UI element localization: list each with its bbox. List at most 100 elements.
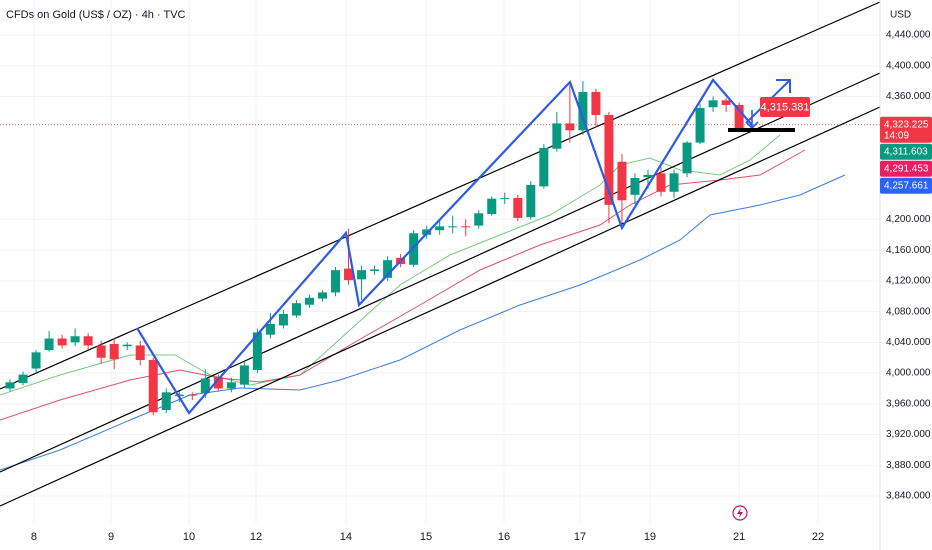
candle-body: [304, 297, 314, 305]
candle-body: [656, 173, 666, 192]
axis-labels: 4,440.000 4,400.000 4,360.000 4,200.000 4,16…: [31, 30, 932, 543]
candle-body: [409, 233, 419, 265]
y-tick-label: 4,400.000: [886, 60, 931, 71]
candle-body: [383, 260, 393, 278]
x-tick-label: 22: [812, 531, 824, 543]
candle-body: [213, 376, 223, 389]
candle-body: [357, 270, 367, 280]
y-tick-label: 4,440.000: [886, 30, 931, 41]
candle-body: [695, 108, 705, 143]
price-badge-label: 4,323.225: [884, 119, 929, 130]
candle-body: [435, 226, 445, 231]
icon-circle: [732, 505, 748, 521]
y-tick-label: 3,960.000: [886, 398, 931, 409]
chart-title: CFDs on Gold (US$ / OZ) · 4h · TVC: [6, 9, 186, 21]
price-axis: [880, 0, 932, 550]
y-tick-label: 4,040.000: [886, 337, 931, 348]
candle-body: [135, 345, 145, 361]
x-tick-label: 21: [733, 531, 745, 543]
candle-body: [604, 114, 614, 205]
x-tick-label: 17: [574, 531, 586, 543]
candles: [5, 81, 744, 416]
candle-body: [526, 184, 536, 218]
candle-body: [5, 382, 15, 389]
zigzag: [136, 78, 753, 415]
price-badge-label: 4,311.603: [884, 146, 928, 157]
candle-body: [591, 91, 601, 115]
callout-box: [760, 97, 810, 117]
y-tick-label: 4,000.000: [886, 368, 931, 379]
candle-body: [370, 269, 380, 271]
candle-body: [643, 174, 653, 178]
candle-body: [161, 392, 171, 410]
x-tick-label: 16: [498, 531, 510, 543]
candle-body: [96, 345, 106, 358]
candle-body: [552, 123, 562, 149]
ma-red: [0, 149, 806, 421]
price-badge-label: 4,291.453: [884, 163, 929, 174]
x-tick-label: 9: [108, 531, 114, 543]
candle-body: [461, 226, 471, 228]
candle-body: [682, 142, 692, 174]
price-badge: [880, 177, 932, 194]
candle-body: [331, 270, 341, 293]
candle-body: [617, 161, 627, 201]
candle-body: [57, 338, 67, 346]
candle-body: [109, 343, 119, 360]
candle-body: [239, 365, 249, 385]
candle-body: [578, 91, 588, 131]
y-tick-label: 3,840.000: [886, 491, 931, 502]
candle-body: [500, 197, 510, 199]
y-tick-label: 3,880.000: [886, 460, 931, 471]
candle-body: [70, 336, 80, 343]
callout-label: 4,315.381: [761, 101, 810, 113]
candle-body: [252, 332, 262, 371]
currency: USD: [890, 10, 911, 21]
price-badge: [880, 116, 932, 143]
candle-body: [31, 352, 41, 369]
candle-body: [513, 197, 523, 218]
y-tick-label: 4,200.000: [886, 214, 931, 225]
x-tick-label: 12: [250, 531, 262, 543]
candle-body: [226, 382, 236, 389]
candle-body: [487, 198, 497, 215]
lightning-icon: [732, 505, 748, 521]
candle-body: [148, 360, 158, 413]
y-tick-label: 3,920.000: [886, 429, 931, 440]
candle-body: [317, 292, 327, 299]
grid: [0, 0, 880, 525]
candle-body: [630, 177, 640, 195]
candle-body: [448, 226, 458, 228]
ma-green: [0, 134, 781, 396]
candle-body: [44, 338, 54, 351]
icon-bolt: [737, 508, 743, 518]
y-tick-label: 4,080.000: [886, 306, 931, 317]
x-tick-label: 8: [31, 531, 37, 543]
candle-body: [734, 104, 744, 129]
price-badge-label: 4,257.661: [884, 180, 929, 191]
callout: 4,315.381: [760, 97, 810, 117]
candle-body: [187, 394, 197, 396]
candle-body: [565, 123, 575, 131]
candle-body: [669, 173, 679, 192]
x-tick-label: 14: [340, 531, 352, 543]
price-badge: [880, 143, 932, 160]
candle-body: [265, 323, 275, 335]
candle-body: [291, 303, 301, 316]
candle-body: [122, 344, 132, 347]
y-tick-label: 4,360.000: [886, 91, 931, 102]
candle-body: [278, 313, 288, 326]
x-tick-label: 15: [420, 531, 432, 543]
candle-body: [200, 378, 210, 394]
candle-body: [344, 268, 354, 281]
x-tick-label: 19: [644, 531, 656, 543]
price-badge: [880, 160, 932, 177]
price-badge-sublabel: 14:09: [884, 130, 909, 141]
channel-bottom: [0, 106, 881, 507]
candle-body: [83, 336, 93, 346]
candle-body: [18, 374, 28, 384]
y-tick-label: 4,120.000: [886, 276, 931, 287]
